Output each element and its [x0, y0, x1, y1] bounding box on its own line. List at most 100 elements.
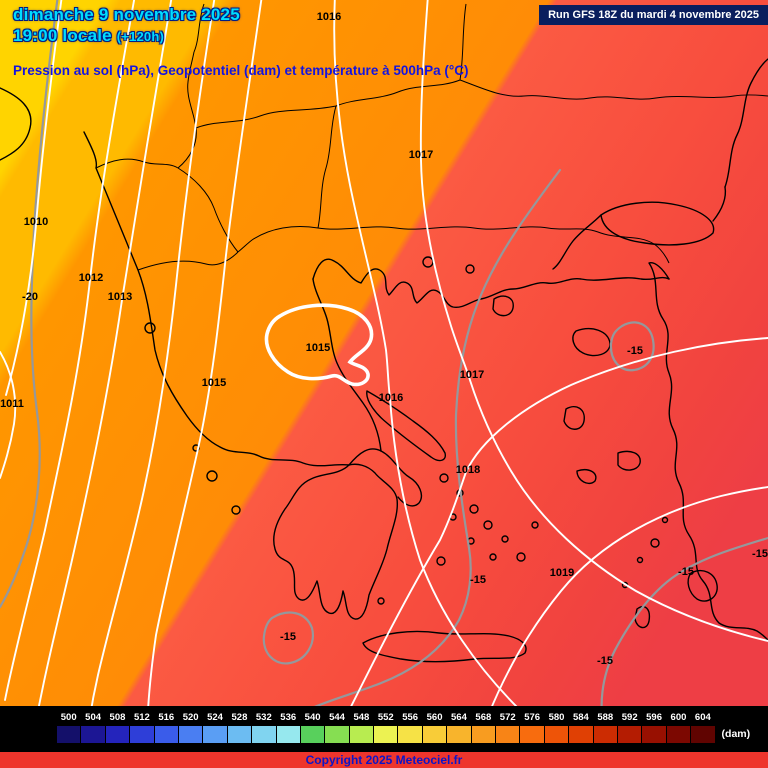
scale-cell: 508: [105, 712, 130, 743]
scale-color-box: [276, 726, 300, 743]
scale-color-box: [617, 726, 642, 743]
scale-value: 524: [207, 712, 223, 723]
scale-color-box: [81, 726, 105, 743]
scale-cell: 512: [130, 712, 154, 743]
scale-value: 568: [475, 712, 492, 723]
forecast-time: 19:00 locale (+120h): [13, 25, 469, 47]
scale-cell: 580: [544, 712, 569, 743]
scale-color-box: [300, 726, 325, 743]
scale-color-box: [227, 726, 252, 743]
scale-cell: 544: [325, 712, 349, 743]
scale-cell: 536: [276, 712, 301, 743]
coastlines: [0, 58, 768, 663]
scale-cell: 532: [252, 712, 276, 743]
scale-value: 500: [60, 712, 77, 723]
scale-value: 580: [548, 712, 565, 723]
scale-value: 520: [182, 712, 199, 723]
scale-value: 516: [158, 712, 175, 723]
scale-value: 508: [109, 712, 126, 723]
run-info-box: Run GFS 18Z du mardi 4 novembre 2025: [539, 5, 768, 25]
scale-color-box: [105, 726, 130, 743]
scale-color-box: [349, 726, 374, 743]
scale-color-box: [642, 726, 666, 743]
forecast-offset-label: (+120h): [116, 29, 165, 44]
scale-cell: 576: [520, 712, 544, 743]
copyright-bar: Copyright 2025 Meteociel.fr: [0, 752, 768, 768]
scale-cell: 500: [57, 712, 81, 743]
scale-unit-label: (dam): [721, 728, 751, 740]
scale-cell: 568: [471, 712, 496, 743]
scale-color-box: [691, 726, 715, 743]
scale-color-box: [252, 726, 276, 743]
scale-cell: 504: [81, 712, 105, 743]
scale-value: 532: [255, 712, 272, 723]
scale-value: 552: [377, 712, 394, 723]
scale-cell: 596: [642, 712, 666, 743]
scale-cell: 524: [203, 712, 227, 743]
scale-color-box: [471, 726, 496, 743]
scale-value: 540: [304, 712, 321, 723]
scale-value: 564: [451, 712, 467, 723]
scale-color-box: [57, 726, 81, 743]
scale-color-box: [593, 726, 617, 743]
color-scale: 500 504 508 512 516 520 524 528 532 536 540 544 548 5…: [0, 706, 768, 752]
scale-value: 560: [426, 712, 443, 723]
scale-cell: 516: [154, 712, 179, 743]
scale-value: 528: [231, 712, 248, 723]
scale-cell: 564: [447, 712, 471, 743]
scale-value: 536: [280, 712, 297, 723]
country-borders: [95, 3, 768, 271]
scale-color-box: [178, 726, 203, 743]
run-info-label: Run GFS 18Z du mardi 4 novembre 2025: [548, 9, 759, 21]
scale-color-box: [520, 726, 544, 743]
map-header: dimanche 9 novembre 2025 19:00 locale (+…: [13, 4, 469, 78]
scale-value: 600: [670, 712, 687, 723]
scale-value: 584: [572, 712, 589, 723]
scale-cell: 520: [178, 712, 203, 743]
scale-color-box: [447, 726, 471, 743]
forecast-time-label: 19:00 locale: [13, 26, 112, 45]
scale-cell: 572: [496, 712, 520, 743]
scale-value: 512: [133, 712, 150, 723]
scale-cell: 548: [349, 712, 374, 743]
scale-cell: 552: [374, 712, 398, 743]
scale-color-box: [374, 726, 398, 743]
scale-cell: 556: [398, 712, 422, 743]
scale-color-box: [496, 726, 520, 743]
map-variables-label: Pression au sol (hPa), Geopotentiel (dam…: [13, 63, 469, 78]
scale-cell: 600: [666, 712, 691, 743]
scale-value: 588: [597, 712, 614, 723]
scale-color-box: [203, 726, 227, 743]
scale-value: 548: [353, 712, 370, 723]
scale-color-box: [666, 726, 691, 743]
scale-value: 604: [694, 712, 711, 723]
scale-color-box: [569, 726, 593, 743]
scale-cell: 588: [593, 712, 618, 743]
scale-color-box: [422, 726, 447, 743]
scale-value: 544: [329, 712, 345, 723]
scale-value: 576: [524, 712, 541, 723]
forecast-date: dimanche 9 novembre 2025: [13, 5, 240, 24]
scale-color-box: [544, 726, 569, 743]
scale-value: 504: [85, 712, 102, 723]
scale-color-box: [398, 726, 422, 743]
scale-color-box: [325, 726, 349, 743]
scale-cell: 604: [691, 712, 715, 743]
scale-value: 556: [402, 712, 419, 723]
scale-cell: 584: [569, 712, 593, 743]
scale-color-box: [130, 726, 154, 743]
scale-cell: 528: [227, 712, 252, 743]
scale-value: 572: [499, 712, 516, 723]
scale-color-box: [154, 726, 178, 743]
scale-cell: 540: [300, 712, 325, 743]
scale-cells: 500 504 508 512 516 520 524 528 532 536 540 544 548 5…: [57, 712, 716, 743]
scale-value: 592: [621, 712, 638, 723]
scale-value: 596: [646, 712, 662, 723]
scale-cell: 560: [422, 712, 447, 743]
copyright-link[interactable]: Copyright 2025 Meteociel.fr: [305, 753, 463, 767]
scale-cell: 592: [617, 712, 642, 743]
